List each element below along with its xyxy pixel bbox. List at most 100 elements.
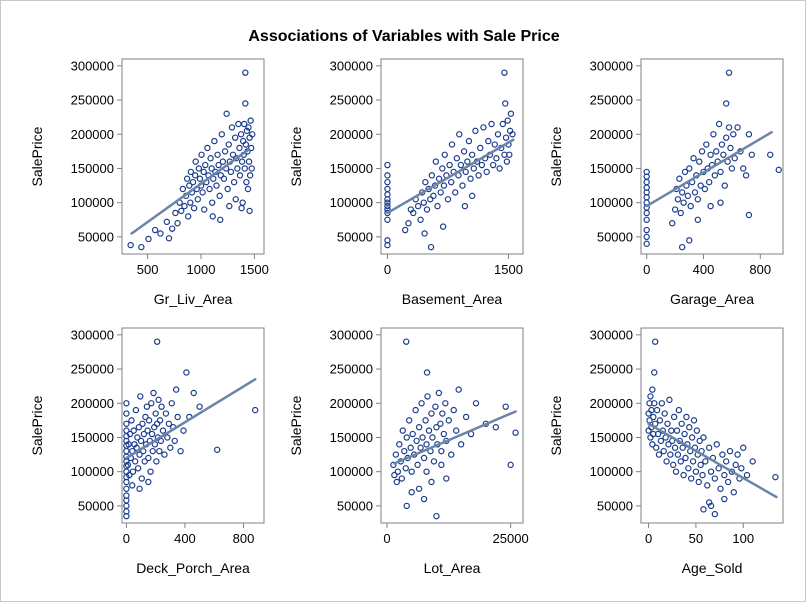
data-point xyxy=(745,211,753,219)
data-point xyxy=(468,151,476,158)
data-point xyxy=(705,444,713,451)
data-point xyxy=(174,220,181,227)
y-tick-label: 300000 xyxy=(71,58,114,73)
data-point xyxy=(151,424,158,431)
data-point xyxy=(183,175,191,182)
data-point xyxy=(413,437,420,445)
data-point xyxy=(403,338,410,345)
data-point xyxy=(489,161,497,169)
regression-line xyxy=(393,410,517,465)
data-point xyxy=(507,110,515,117)
data-point xyxy=(157,230,164,237)
data-point xyxy=(248,165,255,172)
data-point xyxy=(123,427,130,434)
data-point xyxy=(384,216,391,223)
data-point xyxy=(153,420,161,427)
data-point xyxy=(177,447,184,455)
data-point xyxy=(444,196,452,203)
data-point xyxy=(749,458,756,465)
data-point xyxy=(694,216,702,223)
data-point xyxy=(396,441,403,448)
scatter-panel-1: 50000 100000 150000 200000 250000 300000 500 10… xyxy=(29,58,269,307)
data-point xyxy=(141,458,148,465)
data-point xyxy=(245,158,253,165)
data-point xyxy=(690,417,698,424)
data-point xyxy=(478,161,486,169)
y-axis-label: SalePrice xyxy=(29,395,45,455)
data-point xyxy=(247,117,254,124)
x-axis-label: Gr_Liv_Area xyxy=(154,291,233,307)
data-point xyxy=(155,396,162,404)
data-point xyxy=(440,430,448,438)
data-point xyxy=(392,451,400,458)
data-point xyxy=(499,120,507,128)
data-point xyxy=(420,454,428,462)
data-point xyxy=(384,178,391,186)
data-point xyxy=(232,196,239,203)
data-point xyxy=(507,461,514,469)
data-point xyxy=(670,413,678,421)
x-tick-label: 0 xyxy=(123,531,130,546)
data-point xyxy=(437,189,444,196)
data-point xyxy=(186,182,193,189)
data-point xyxy=(740,444,747,451)
data-point xyxy=(439,165,446,172)
data-point xyxy=(192,158,199,165)
data-point xyxy=(501,69,508,76)
y-tick-label: 100000 xyxy=(71,195,114,210)
x-tick-label: 0 xyxy=(384,262,391,277)
data-point xyxy=(204,144,211,152)
data-point xyxy=(418,400,425,407)
data-point xyxy=(678,189,686,196)
data-point xyxy=(723,134,730,141)
data-point xyxy=(442,400,449,407)
data-point xyxy=(651,400,658,407)
data-point xyxy=(679,444,686,451)
x-tick-label: 0 xyxy=(383,531,390,546)
data-point xyxy=(200,168,207,176)
data-point xyxy=(128,417,135,424)
y-tick-label: 100000 xyxy=(330,464,373,479)
data-point xyxy=(719,451,726,458)
data-point xyxy=(428,478,435,486)
data-point xyxy=(697,461,704,469)
data-point xyxy=(450,406,457,414)
data-point xyxy=(701,185,709,193)
y-tick-label: 150000 xyxy=(590,430,633,445)
data-point xyxy=(669,220,676,227)
data-point xyxy=(772,473,779,481)
data-point xyxy=(447,178,455,186)
y-tick-label: 50000 xyxy=(597,229,633,244)
x-tick-label: 400 xyxy=(174,531,196,546)
data-point xyxy=(725,69,733,76)
data-point xyxy=(167,444,174,451)
data-point xyxy=(402,226,409,234)
data-point xyxy=(187,199,194,206)
regression-line xyxy=(130,148,251,235)
data-point xyxy=(148,430,156,438)
y-tick-label: 50000 xyxy=(337,229,373,244)
data-point xyxy=(433,424,440,431)
data-point xyxy=(163,218,171,226)
data-point xyxy=(172,386,180,393)
data-point xyxy=(159,427,167,434)
data-point xyxy=(123,468,130,475)
plot-frame xyxy=(121,58,265,255)
data-point xyxy=(226,202,233,210)
data-point xyxy=(504,117,511,124)
data-point xyxy=(683,413,690,421)
data-point xyxy=(723,458,730,465)
data-point xyxy=(432,403,439,410)
data-point xyxy=(707,151,714,158)
y-tick-label: 150000 xyxy=(71,161,114,176)
data-point xyxy=(198,151,205,158)
data-point xyxy=(249,131,256,138)
data-point xyxy=(429,434,436,441)
data-point xyxy=(647,393,654,400)
data-point xyxy=(123,492,130,499)
data-point xyxy=(452,189,459,196)
data-point xyxy=(191,172,199,179)
data-point xyxy=(775,166,782,174)
data-point xyxy=(724,478,732,486)
data-point xyxy=(685,465,692,472)
